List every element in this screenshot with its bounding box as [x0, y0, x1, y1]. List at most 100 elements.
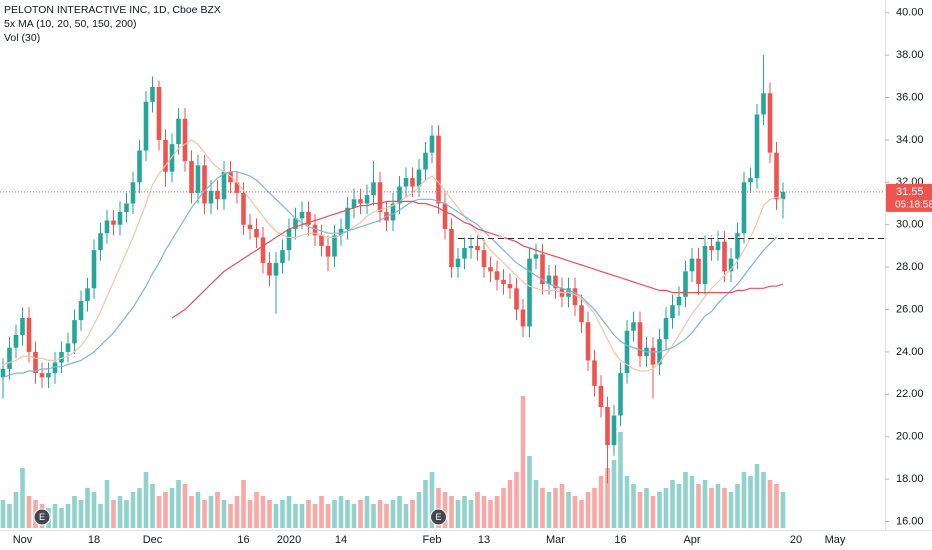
- y-tick-label: 36.00: [896, 91, 924, 103]
- volume-bar: [546, 492, 552, 528]
- candle-body: [423, 152, 428, 170]
- volume-bar: [436, 488, 441, 528]
- candle-body: [605, 407, 610, 446]
- volume-bar: [670, 480, 675, 528]
- candle-body: [143, 101, 149, 151]
- volume-bar: [104, 480, 110, 528]
- y-tick-label: 30.00: [896, 219, 924, 231]
- volume-bar: [228, 504, 233, 528]
- y-tick-label: 16.00: [896, 515, 924, 527]
- candle-body: [332, 235, 337, 257]
- volume-bar: [26, 496, 32, 528]
- volume-bar: [449, 496, 454, 528]
- volume-bar: [338, 496, 344, 528]
- volume-bar: [98, 504, 103, 528]
- candle-body: [507, 284, 513, 289]
- volume-bar: [273, 504, 279, 528]
- volume-bar: [644, 488, 649, 528]
- candle-body: [618, 373, 623, 416]
- candle-body: [481, 250, 487, 268]
- volume-bar: [195, 492, 201, 528]
- volume-bar: [722, 488, 727, 528]
- candle-body: [228, 171, 233, 183]
- volume-bar: [780, 492, 786, 528]
- volume-bar: [156, 496, 162, 528]
- y-tick-label: 24.00: [896, 346, 924, 358]
- volume-bar: [442, 492, 448, 528]
- candle-body: [85, 288, 90, 302]
- y-tick-label: 34.00: [896, 134, 924, 146]
- candle-body: [104, 220, 110, 234]
- candle-body: [247, 224, 253, 229]
- candle-body: [241, 192, 246, 225]
- volume-bar: [78, 500, 84, 528]
- volume-bar: [572, 496, 578, 528]
- x-tick-label: Feb: [423, 534, 442, 546]
- volume-bar: [143, 472, 149, 528]
- candle-body: [254, 228, 259, 238]
- candle-body: [715, 241, 721, 251]
- candle-body: [39, 373, 45, 378]
- volume-bar: [371, 504, 376, 528]
- volume-bar: [202, 500, 207, 528]
- candle-body: [293, 218, 298, 229]
- volume-bar: [286, 496, 292, 528]
- moving-average-line: [171, 200, 784, 319]
- candle-body: [371, 182, 376, 196]
- x-tick-label: Mar: [546, 534, 565, 546]
- x-tick-label: 2020: [277, 534, 301, 546]
- volume-bar: [754, 464, 760, 528]
- candle-body: [631, 322, 636, 331]
- candle-body: [735, 233, 740, 259]
- candle-body: [286, 228, 292, 251]
- volume-bar: [319, 496, 324, 528]
- volume-bar: [176, 480, 181, 528]
- volume-bar: [728, 492, 734, 528]
- symbol-title: PELOTON INTERACTIVE INC, 1D, Cboe BZX: [4, 4, 221, 16]
- volume-bar: [124, 500, 129, 528]
- volume-bar: [306, 500, 311, 528]
- candle-body: [592, 360, 597, 386]
- y-tick-label: 40.00: [896, 7, 924, 19]
- x-tick-label: 16: [237, 534, 249, 546]
- volume-bar: [189, 496, 194, 528]
- candle-body: [761, 93, 766, 115]
- volume-bar: [566, 492, 571, 528]
- candle-body: [553, 275, 558, 289]
- candle-body: [676, 296, 682, 306]
- earnings-marker: [430, 508, 447, 526]
- volume-bar: [631, 484, 636, 528]
- candle-body: [436, 135, 441, 204]
- candle-body: [215, 190, 220, 200]
- x-tick-label: 16: [614, 534, 626, 546]
- candle-body: [358, 199, 363, 204]
- volume-bar: [137, 488, 142, 528]
- candle-body: [722, 241, 727, 272]
- candle-body: [169, 144, 175, 172]
- candle-body: [397, 186, 402, 204]
- volume-bar: [254, 492, 259, 528]
- y-tick-label: 20.00: [896, 431, 924, 443]
- volume-bar: [611, 460, 617, 528]
- volume-bar: [423, 480, 428, 528]
- volume-bar: [267, 500, 272, 528]
- candle-body: [741, 182, 747, 234]
- candle-body: [774, 152, 779, 200]
- candle-body: [65, 343, 71, 352]
- volume-bar: [377, 500, 383, 528]
- volume-bar: [761, 472, 766, 528]
- candle-body: [137, 150, 142, 183]
- volume-bar: [715, 484, 721, 528]
- candle-body: [306, 212, 311, 225]
- indicator-label: 5x MA (10, 20, 50, 150, 200): [4, 18, 137, 30]
- volume-bar: [774, 484, 779, 528]
- volume-bar: [696, 484, 701, 528]
- x-tick-label: Apr: [683, 534, 700, 546]
- volume-bar: [7, 504, 12, 528]
- candle-body: [429, 135, 435, 153]
- volume-bar: [592, 488, 597, 528]
- candle-body: [33, 351, 38, 374]
- candle-body: [46, 373, 51, 378]
- volume-bar: [410, 500, 415, 528]
